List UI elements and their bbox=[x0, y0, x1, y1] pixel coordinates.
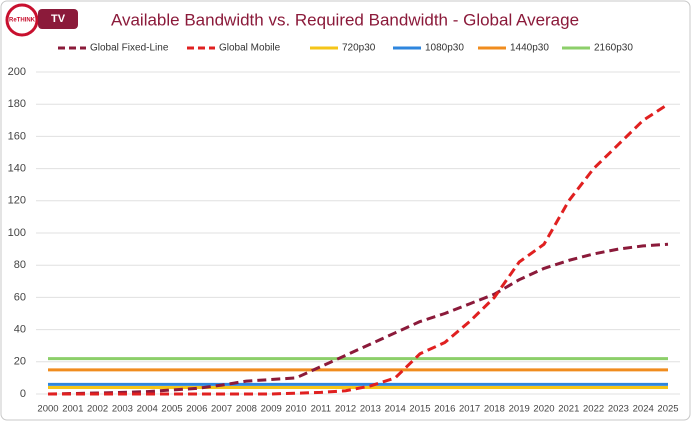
x-tick-label: 2010 bbox=[285, 404, 306, 415]
x-tick-label: 2006 bbox=[186, 404, 207, 415]
x-tick-label: 2019 bbox=[509, 404, 530, 415]
x-tick-label: 2004 bbox=[137, 404, 158, 415]
x-tick-label: 2023 bbox=[608, 404, 629, 415]
logo-brand: ReTHINK bbox=[9, 18, 36, 24]
x-tick-label: 2024 bbox=[633, 404, 654, 415]
y-tick-label: 20 bbox=[14, 356, 26, 368]
logo-tab bbox=[38, 9, 78, 29]
x-tick-label: 2013 bbox=[360, 404, 381, 415]
x-tick-label: 2014 bbox=[385, 404, 406, 415]
y-tick-label: 160 bbox=[8, 130, 26, 142]
legend-label: Global Mobile bbox=[219, 43, 281, 54]
x-tick-label: 2007 bbox=[211, 404, 232, 415]
y-tick-label: 40 bbox=[14, 324, 26, 336]
x-tick-label: 2025 bbox=[657, 404, 678, 415]
x-tick-label: 2001 bbox=[62, 404, 83, 415]
x-tick-label: 2011 bbox=[311, 404, 331, 415]
x-tick-label: 2021 bbox=[558, 404, 579, 415]
x-tick-label: 2008 bbox=[236, 404, 257, 415]
x-tick-label: 2012 bbox=[335, 404, 356, 415]
x-tick-label: 2018 bbox=[484, 404, 505, 415]
logo-label: TV bbox=[51, 13, 66, 25]
y-tick-label: 0 bbox=[20, 388, 26, 400]
logo-circle bbox=[5, 3, 39, 37]
x-tick-label: 2015 bbox=[409, 404, 430, 415]
legend-label: 1080p30 bbox=[425, 43, 464, 54]
y-tick-label: 180 bbox=[8, 98, 26, 110]
series-line bbox=[47, 242, 669, 396]
x-tick-label: 2005 bbox=[161, 404, 182, 415]
legend-label: 2160p30 bbox=[594, 43, 633, 54]
legend-label: Global Fixed-Line bbox=[90, 43, 169, 54]
x-tick-label: 2002 bbox=[87, 404, 108, 415]
x-tick-label: 2022 bbox=[583, 404, 604, 415]
y-tick-label: 100 bbox=[8, 227, 26, 239]
x-tick-label: 2017 bbox=[459, 404, 480, 415]
y-tick-label: 120 bbox=[8, 195, 26, 207]
series-line bbox=[48, 102, 669, 396]
x-tick-label: 2009 bbox=[261, 404, 282, 415]
legend-label: 720p30 bbox=[342, 43, 376, 54]
y-tick-label: 140 bbox=[8, 163, 26, 175]
chart-title: Available Bandwidth vs. Required Bandwid… bbox=[111, 10, 579, 29]
x-tick-label: 2020 bbox=[533, 404, 554, 415]
legend-label: 1440p30 bbox=[510, 43, 549, 54]
x-tick-label: 2000 bbox=[37, 404, 58, 415]
y-tick-label: 200 bbox=[8, 66, 26, 78]
x-tick-label: 2016 bbox=[434, 404, 455, 415]
x-tick-label: 2003 bbox=[112, 404, 133, 415]
y-tick-label: 80 bbox=[14, 259, 26, 271]
y-tick-label: 60 bbox=[14, 291, 26, 303]
